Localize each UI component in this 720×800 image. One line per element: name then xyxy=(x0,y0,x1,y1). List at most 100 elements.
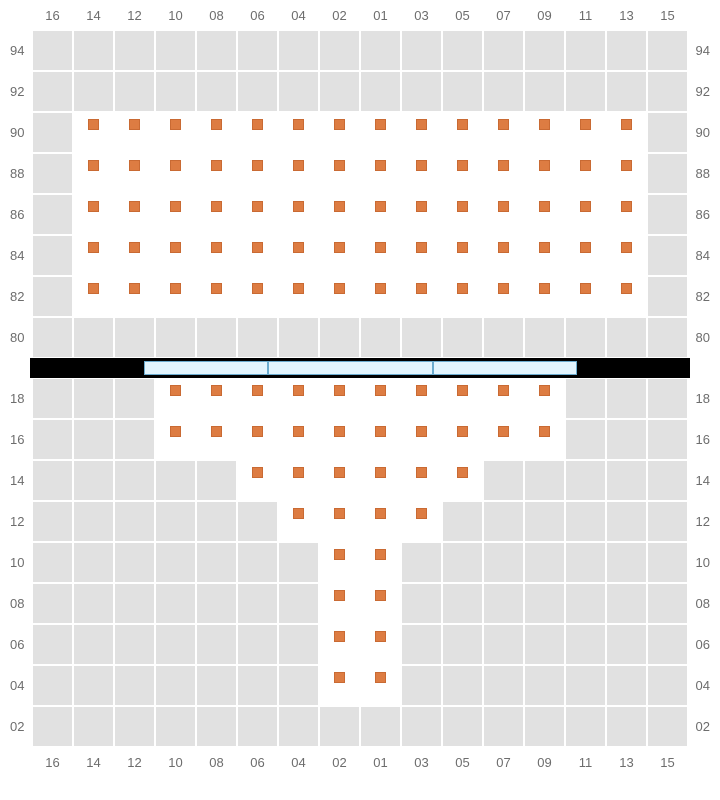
seat-84-11[interactable] xyxy=(565,235,606,276)
seat-90-11[interactable] xyxy=(565,112,606,153)
seat-88-10[interactable] xyxy=(155,153,196,194)
seat-14-01[interactable] xyxy=(360,460,401,501)
seat-90-14[interactable] xyxy=(73,112,114,153)
seat-12-03[interactable] xyxy=(401,501,442,542)
seat-82-03[interactable] xyxy=(401,276,442,317)
seat-84-01[interactable] xyxy=(360,235,401,276)
seat-12-04[interactable] xyxy=(278,501,319,542)
seat-82-02[interactable] xyxy=(319,276,360,317)
seat-86-01[interactable] xyxy=(360,194,401,235)
seat-16-05[interactable] xyxy=(442,419,483,460)
seat-90-04[interactable] xyxy=(278,112,319,153)
seat-10-02[interactable] xyxy=(319,542,360,583)
seat-82-09[interactable] xyxy=(524,276,565,317)
seat-88-06[interactable] xyxy=(237,153,278,194)
seat-18-07[interactable] xyxy=(483,378,524,419)
seat-16-07[interactable] xyxy=(483,419,524,460)
seat-88-09[interactable] xyxy=(524,153,565,194)
seat-14-02[interactable] xyxy=(319,460,360,501)
seat-88-04[interactable] xyxy=(278,153,319,194)
seat-12-02[interactable] xyxy=(319,501,360,542)
seat-86-06[interactable] xyxy=(237,194,278,235)
seat-88-05[interactable] xyxy=(442,153,483,194)
seat-16-02[interactable] xyxy=(319,419,360,460)
seat-88-08[interactable] xyxy=(196,153,237,194)
seat-82-05[interactable] xyxy=(442,276,483,317)
seat-88-12[interactable] xyxy=(114,153,155,194)
seat-86-12[interactable] xyxy=(114,194,155,235)
seat-84-05[interactable] xyxy=(442,235,483,276)
seat-16-06[interactable] xyxy=(237,419,278,460)
seat-14-06[interactable] xyxy=(237,460,278,501)
seat-84-04[interactable] xyxy=(278,235,319,276)
seat-90-09[interactable] xyxy=(524,112,565,153)
seat-18-09[interactable] xyxy=(524,378,565,419)
seat-14-04[interactable] xyxy=(278,460,319,501)
seat-82-08[interactable] xyxy=(196,276,237,317)
seat-86-08[interactable] xyxy=(196,194,237,235)
seat-90-05[interactable] xyxy=(442,112,483,153)
seat-16-04[interactable] xyxy=(278,419,319,460)
seat-18-10[interactable] xyxy=(155,378,196,419)
seat-86-03[interactable] xyxy=(401,194,442,235)
seat-18-05[interactable] xyxy=(442,378,483,419)
seat-82-01[interactable] xyxy=(360,276,401,317)
seat-82-13[interactable] xyxy=(606,276,647,317)
seat-84-03[interactable] xyxy=(401,235,442,276)
seat-82-11[interactable] xyxy=(565,276,606,317)
seat-14-03[interactable] xyxy=(401,460,442,501)
seat-18-08[interactable] xyxy=(196,378,237,419)
seat-86-14[interactable] xyxy=(73,194,114,235)
seat-84-06[interactable] xyxy=(237,235,278,276)
seat-90-06[interactable] xyxy=(237,112,278,153)
seat-88-11[interactable] xyxy=(565,153,606,194)
seat-84-14[interactable] xyxy=(73,235,114,276)
seat-88-01[interactable] xyxy=(360,153,401,194)
seat-84-09[interactable] xyxy=(524,235,565,276)
seat-90-13[interactable] xyxy=(606,112,647,153)
seat-18-01[interactable] xyxy=(360,378,401,419)
seat-82-12[interactable] xyxy=(114,276,155,317)
seat-86-07[interactable] xyxy=(483,194,524,235)
seat-16-08[interactable] xyxy=(196,419,237,460)
seat-16-10[interactable] xyxy=(155,419,196,460)
seat-82-06[interactable] xyxy=(237,276,278,317)
seat-84-02[interactable] xyxy=(319,235,360,276)
seat-90-01[interactable] xyxy=(360,112,401,153)
seat-84-08[interactable] xyxy=(196,235,237,276)
seat-88-14[interactable] xyxy=(73,153,114,194)
seat-08-01[interactable] xyxy=(360,583,401,624)
seat-88-07[interactable] xyxy=(483,153,524,194)
seat-16-09[interactable] xyxy=(524,419,565,460)
seat-10-01[interactable] xyxy=(360,542,401,583)
seat-86-09[interactable] xyxy=(524,194,565,235)
seat-82-10[interactable] xyxy=(155,276,196,317)
seat-86-11[interactable] xyxy=(565,194,606,235)
seat-86-04[interactable] xyxy=(278,194,319,235)
seat-82-14[interactable] xyxy=(73,276,114,317)
seat-06-02[interactable] xyxy=(319,624,360,665)
seat-90-08[interactable] xyxy=(196,112,237,153)
seat-84-07[interactable] xyxy=(483,235,524,276)
seat-18-06[interactable] xyxy=(237,378,278,419)
seat-82-04[interactable] xyxy=(278,276,319,317)
seat-88-13[interactable] xyxy=(606,153,647,194)
seat-84-10[interactable] xyxy=(155,235,196,276)
seat-12-01[interactable] xyxy=(360,501,401,542)
seat-82-07[interactable] xyxy=(483,276,524,317)
seat-86-02[interactable] xyxy=(319,194,360,235)
seat-86-05[interactable] xyxy=(442,194,483,235)
seat-16-03[interactable] xyxy=(401,419,442,460)
seat-18-02[interactable] xyxy=(319,378,360,419)
seat-88-03[interactable] xyxy=(401,153,442,194)
seat-86-10[interactable] xyxy=(155,194,196,235)
seat-88-02[interactable] xyxy=(319,153,360,194)
seat-90-07[interactable] xyxy=(483,112,524,153)
seat-04-01[interactable] xyxy=(360,665,401,706)
seat-90-03[interactable] xyxy=(401,112,442,153)
seat-14-05[interactable] xyxy=(442,460,483,501)
seat-18-03[interactable] xyxy=(401,378,442,419)
seat-18-04[interactable] xyxy=(278,378,319,419)
seat-08-02[interactable] xyxy=(319,583,360,624)
seat-90-12[interactable] xyxy=(114,112,155,153)
